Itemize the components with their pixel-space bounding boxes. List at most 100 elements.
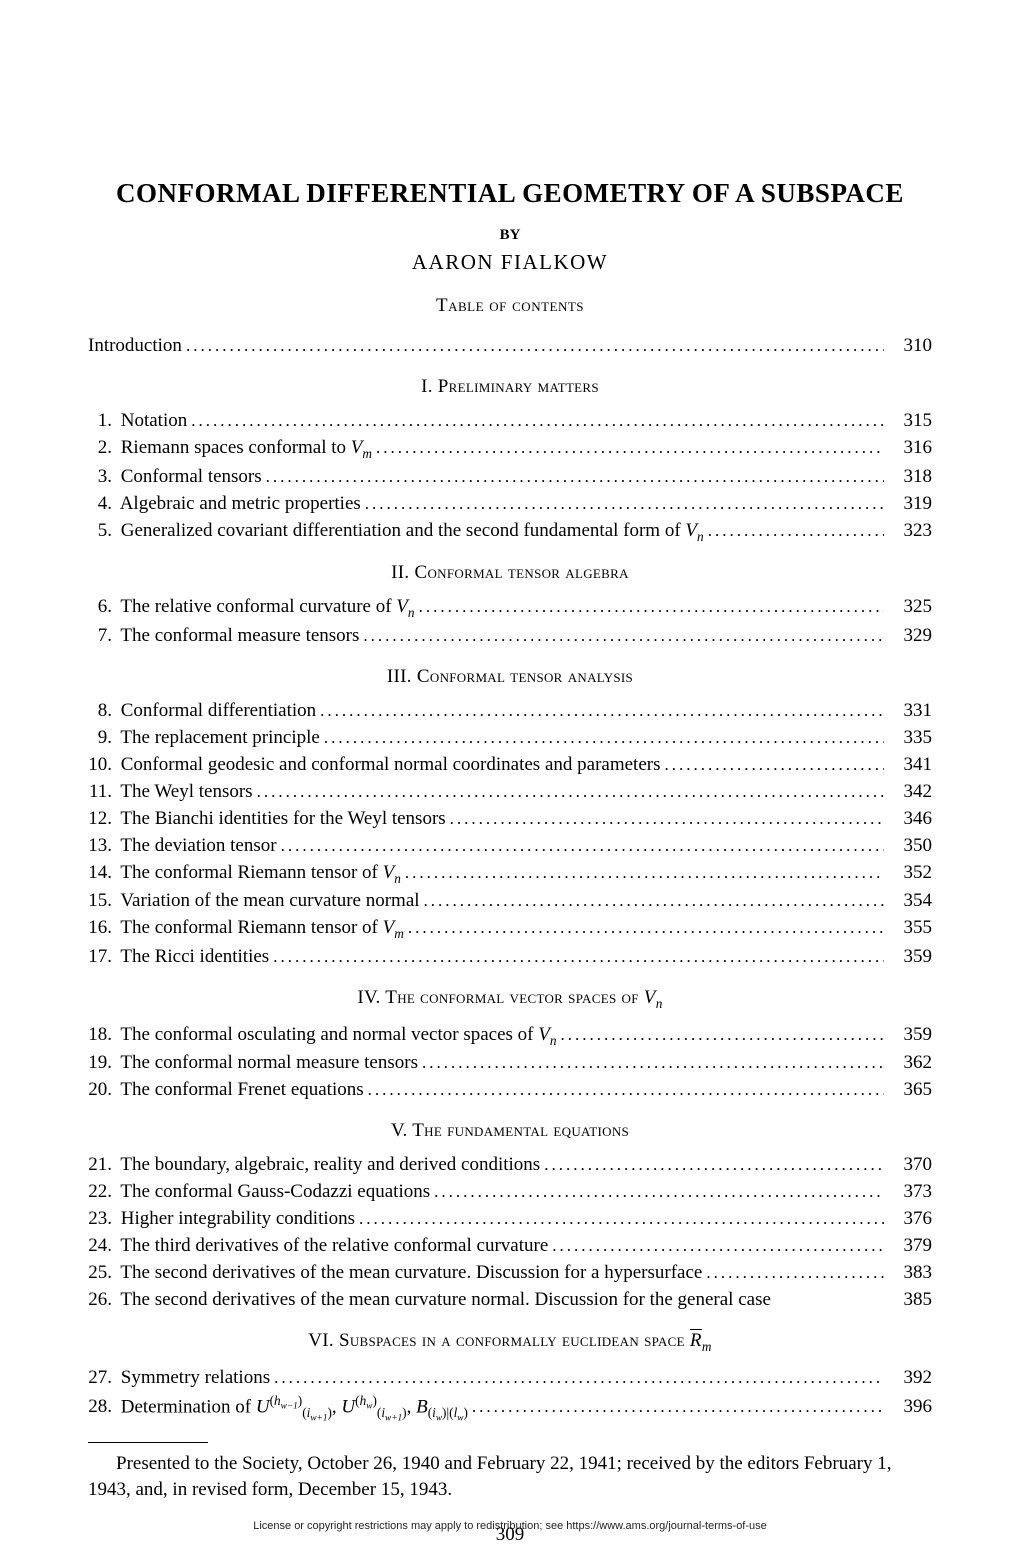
leader-dots	[450, 807, 884, 831]
toc-item-text: The deviation tensor	[116, 833, 277, 860]
toc-row: 17. The Ricci identities359	[88, 944, 932, 971]
toc-item-text: The second derivatives of the mean curva…	[116, 1260, 702, 1287]
leader-dots	[376, 436, 884, 460]
leader-dots	[365, 492, 884, 516]
toc-item-page: 350	[888, 833, 932, 860]
toc-row: 23. Higher integrability conditions376	[88, 1206, 932, 1233]
toc-item-page: 385	[888, 1287, 932, 1314]
toc-item-text: Riemann spaces conformal to Vm	[116, 435, 372, 464]
toc-item-number: 28.	[88, 1394, 116, 1421]
toc-row: 12. The Bianchi identities for the Weyl …	[88, 806, 932, 833]
leader-dots	[561, 1023, 884, 1047]
toc-item-text: The third derivatives of the relative co…	[116, 1233, 548, 1260]
leader-dots	[434, 1180, 884, 1204]
toc-item-text: The conformal Riemann tensor of Vm	[116, 915, 404, 944]
toc-item-number: 11.	[88, 779, 116, 806]
toc-item-text: Generalized covariant differentiation an…	[116, 518, 704, 547]
toc-row: 5. Generalized covariant differentiation…	[88, 518, 932, 547]
leader-dots	[281, 834, 884, 858]
toc-item-page: 323	[888, 518, 932, 545]
toc-item-number: 22.	[88, 1179, 116, 1206]
toc-row: 11. The Weyl tensors342	[88, 779, 932, 806]
toc-item-page: 352	[888, 860, 932, 887]
toc-row: 2. Riemann spaces conformal to Vm 316	[88, 435, 932, 464]
leader-dots	[359, 1207, 884, 1231]
toc-row: 16. The conformal Riemann tensor of Vm35…	[88, 915, 932, 944]
toc-row: 24. The third derivatives of the relativ…	[88, 1233, 932, 1260]
toc-item-text: The conformal Gauss-Codazzi equations	[116, 1179, 430, 1206]
toc-section-heading: III. Conformal tensor analysis	[88, 666, 932, 688]
toc-item-text: Notation	[116, 408, 187, 435]
toc-intro-page: 310	[888, 333, 932, 360]
toc-item-page: 359	[888, 1022, 932, 1049]
toc-item-text: Variation of the mean curvature normal	[116, 888, 420, 915]
by-label: BY	[88, 227, 932, 244]
leader-dots	[274, 1366, 884, 1390]
toc-item-text: Conformal tensors	[116, 464, 262, 491]
toc-row: 22. The conformal Gauss-Codazzi equation…	[88, 1179, 932, 1206]
toc-item-page: 341	[888, 752, 932, 779]
toc-item-number: 3.	[88, 464, 116, 491]
toc-item-text: The conformal Riemann tensor of Vn	[116, 860, 401, 889]
leader-dots	[552, 1234, 884, 1258]
toc-item-number: 2.	[88, 435, 116, 462]
toc-section-heading: II. Conformal tensor algebra	[88, 562, 932, 584]
toc-row: 18. The conformal osculating and normal …	[88, 1022, 932, 1051]
toc-section-heading: V. The fundamental equations	[88, 1120, 932, 1142]
toc-row: 21. The boundary, algebraic, reality and…	[88, 1152, 932, 1179]
toc-item-page: 373	[888, 1179, 932, 1206]
toc-item-page: 318	[888, 464, 932, 491]
toc-item-number: 20.	[88, 1077, 116, 1104]
toc-item-number: 7.	[88, 623, 116, 650]
toc-item-page: 316	[888, 435, 932, 462]
presented-note: Presented to the Society, October 26, 19…	[88, 1451, 932, 1502]
toc-item-number: 12.	[88, 806, 116, 833]
leader-dots	[363, 624, 884, 648]
toc-row: 19. The conformal normal measure tensors…	[88, 1050, 932, 1077]
toc-row: 26. The second derivatives of the mean c…	[88, 1287, 932, 1314]
author-name: AARON FIALKOW	[88, 250, 932, 275]
toc-item-number: 21.	[88, 1152, 116, 1179]
toc-row: 4. Algebraic and metric properties319	[88, 491, 932, 518]
toc-item-page: 379	[888, 1233, 932, 1260]
toc-item-number: 5.	[88, 518, 116, 545]
toc-row: 20. The conformal Frenet equations365	[88, 1077, 932, 1104]
toc-row: 6. The relative conformal curvature of V…	[88, 594, 932, 623]
toc-item-text: The conformal osculating and normal vect…	[116, 1022, 557, 1051]
leader-dots	[708, 519, 884, 543]
toc-row: 25. The second derivatives of the mean c…	[88, 1260, 932, 1287]
toc-item-number: 26.	[88, 1287, 116, 1314]
toc-item-number: 17.	[88, 944, 116, 971]
toc-item-number: 9.	[88, 725, 116, 752]
paper-title: CONFORMAL DIFFERENTIAL GEOMETRY OF A SUB…	[88, 178, 932, 209]
toc-item-page: 359	[888, 944, 932, 971]
toc-item-page: 392	[888, 1365, 932, 1392]
toc-item-page: 325	[888, 594, 932, 621]
toc-item-number: 27.	[88, 1365, 116, 1392]
leader-dots	[544, 1153, 884, 1177]
horizontal-rule	[88, 1442, 208, 1443]
toc-item-page: 383	[888, 1260, 932, 1287]
toc-item-text: Conformal geodesic and conformal normal …	[116, 752, 660, 779]
toc-item-number: 16.	[88, 915, 116, 942]
toc-row: 7. The conformal measure tensors329	[88, 623, 932, 650]
toc-item-page: 396	[888, 1394, 932, 1421]
toc-row: 13. The deviation tensor350	[88, 833, 932, 860]
toc-item-text: The boundary, algebraic, reality and der…	[116, 1152, 540, 1179]
toc-item-text: The conformal Frenet equations	[116, 1077, 364, 1104]
toc-row: 28. Determination of U(hw−1)(iw+1), U(hw…	[88, 1392, 932, 1426]
toc-item-page: 370	[888, 1152, 932, 1179]
toc-item-page: 331	[888, 698, 932, 725]
toc-row: 9. The replacement principle335	[88, 725, 932, 752]
leader-dots	[191, 409, 884, 433]
leader-dots	[257, 780, 884, 804]
toc-item-text: The Weyl tensors	[116, 779, 253, 806]
toc-item-page: 362	[888, 1050, 932, 1077]
toc-section-heading: VI. Subspaces in a conformally euclidean…	[88, 1330, 932, 1355]
toc-item-number: 4.	[88, 491, 116, 518]
toc-item-text: Higher integrability conditions	[116, 1206, 355, 1233]
toc-item-number: 18.	[88, 1022, 116, 1049]
toc-item-page: 376	[888, 1206, 932, 1233]
leader-dots	[405, 861, 884, 885]
toc-row: 27. Symmetry relations392	[88, 1365, 932, 1392]
